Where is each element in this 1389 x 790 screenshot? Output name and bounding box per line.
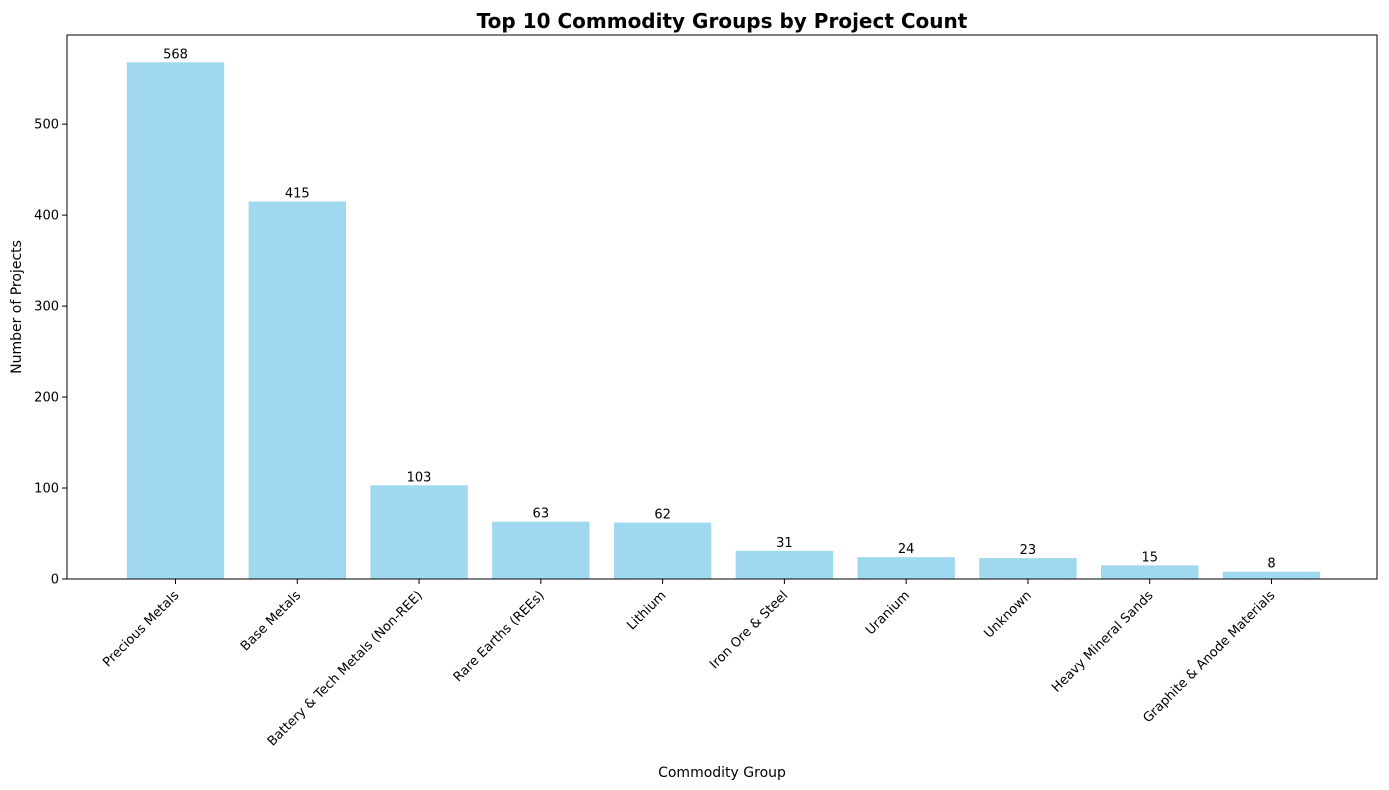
bar — [857, 557, 955, 579]
bar-value-label: 415 — [285, 186, 310, 201]
x-tick-label: Graphite & Anode Materials — [1140, 588, 1278, 726]
bar — [979, 558, 1077, 579]
bar-value-label: 31 — [776, 536, 793, 551]
y-tick-label: 300 — [34, 300, 59, 315]
y-tick-label: 400 — [34, 209, 59, 224]
y-tick-label: 200 — [34, 391, 59, 406]
bar — [248, 201, 346, 579]
bar-value-label: 63 — [533, 507, 550, 522]
plot-frame — [66, 34, 1378, 580]
x-tick-label: Uranium — [863, 588, 913, 638]
x-tick-label: Iron Ore & Steel — [707, 588, 791, 672]
bar — [370, 485, 468, 579]
bar-value-label: 23 — [1020, 543, 1037, 558]
bar-value-label: 568 — [163, 47, 188, 62]
bar-value-label: 8 — [1267, 557, 1275, 572]
y-axis-ticks: 0 100 200 300 400 500 — [34, 118, 67, 588]
x-tick-label: Heavy Mineral Sands — [1049, 588, 1157, 696]
chart-title: Top 10 Commodity Groups by Project Count — [477, 9, 968, 33]
bar — [735, 550, 834, 579]
y-tick-label: 500 — [34, 118, 59, 133]
x-tick-label: Unknown — [981, 588, 1034, 641]
x-tick-label: Base Metals — [238, 588, 304, 654]
bar — [492, 521, 590, 579]
x-axis-label: Commodity Group — [658, 765, 786, 781]
bar-value-label: 103 — [407, 470, 432, 485]
bars-group — [126, 62, 1321, 580]
x-tick-label: Precious Metals — [100, 588, 182, 670]
bar-value-label: 24 — [898, 542, 915, 557]
bar — [1222, 571, 1321, 579]
bar — [613, 522, 712, 579]
bar-value-label: 15 — [1141, 550, 1158, 565]
x-tick-label: Rare Earths (REEs) — [451, 588, 548, 685]
bar-value-label: 62 — [654, 508, 671, 523]
bar — [126, 62, 225, 580]
y-axis-label: Number of Projects — [9, 240, 25, 374]
y-tick-label: 100 — [34, 482, 59, 497]
x-tick-label: Lithium — [624, 588, 669, 633]
y-tick-label: 0 — [51, 573, 59, 588]
data-labels-group: 568 415 103 63 62 31 24 23 15 8 — [163, 47, 1276, 571]
bar — [1101, 565, 1199, 579]
